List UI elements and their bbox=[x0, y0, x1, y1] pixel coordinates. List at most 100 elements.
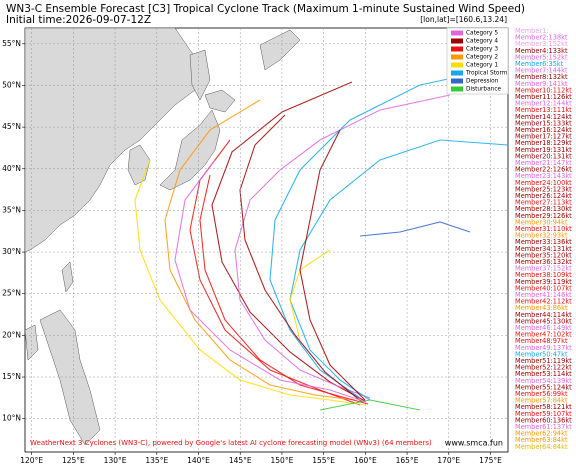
legend-swatch bbox=[451, 86, 463, 92]
member-label: Member19:131kt bbox=[515, 146, 572, 154]
member-label: Member32:93kt bbox=[515, 232, 568, 240]
x-tick-label: 160°E bbox=[354, 456, 377, 465]
member-label: Member22:126kt bbox=[515, 166, 572, 174]
y-tick-label: 30°N bbox=[2, 247, 21, 256]
member-label: Member53:114kt bbox=[515, 370, 572, 378]
member-label: Member37:152kt bbox=[515, 265, 572, 273]
member-label: Member12:144kt bbox=[515, 100, 572, 108]
track bbox=[134, 159, 366, 406]
member-label: Member16:124kt bbox=[515, 126, 572, 134]
member-label: Member31:110kt bbox=[515, 225, 572, 233]
y-tick-label: 20°N bbox=[2, 330, 21, 339]
member-label: Member61:137kt bbox=[515, 423, 572, 431]
credit: WeatherNext 3 Cyclones (WN3-C), powered … bbox=[30, 439, 432, 447]
member-label: Member54:139kt bbox=[515, 377, 572, 385]
member-label: Member11:126kt bbox=[515, 93, 572, 101]
member-label: Member51:119kt bbox=[515, 357, 572, 365]
member-label: Member58:121kt bbox=[515, 403, 572, 411]
legend-label: Category 2 bbox=[466, 55, 498, 61]
track bbox=[319, 399, 421, 411]
member-label: Member47:102kt bbox=[515, 331, 572, 339]
track bbox=[359, 221, 471, 237]
member-label: Member42:112kt bbox=[515, 298, 572, 306]
legend-swatch bbox=[451, 38, 463, 44]
x-tick-label: 145°E bbox=[229, 456, 252, 465]
legend-label: Tropical Storm bbox=[465, 71, 508, 77]
member-label: Member15:133kt bbox=[515, 119, 572, 127]
legend-swatch bbox=[451, 54, 463, 60]
y-tick-label: 10°N bbox=[2, 414, 21, 423]
x-tick-label: 150°E bbox=[271, 456, 294, 465]
member-label: Member60:136kt bbox=[515, 416, 572, 424]
member-label: Member33:136kt bbox=[515, 238, 572, 246]
track bbox=[299, 129, 366, 401]
member-label: Member55:124kt bbox=[515, 383, 572, 391]
x-tick-label: 125°E bbox=[62, 456, 85, 465]
member-label: Member56:99kt bbox=[515, 390, 568, 398]
member-label: Member30:94kt bbox=[515, 218, 568, 226]
member-label: Member40:107kt bbox=[515, 284, 572, 292]
member-label: Member24:100kt bbox=[515, 179, 572, 187]
member-label: Member62:94kt bbox=[515, 430, 568, 438]
title: WN3-C Ensemble Forecast [C3] Tropical Cy… bbox=[6, 3, 525, 15]
legend-label: Category 4 bbox=[466, 39, 498, 45]
member-label: Member7:144kt bbox=[515, 67, 568, 75]
member-label: Member28:130kt bbox=[515, 205, 572, 213]
tracks bbox=[134, 69, 509, 411]
member-label: Member29:126kt bbox=[515, 212, 572, 220]
member-label: Member8:132kt bbox=[515, 73, 568, 81]
site: www.smca.fun bbox=[445, 439, 503, 448]
track bbox=[239, 114, 363, 403]
legend-swatch bbox=[451, 62, 463, 68]
y-tick-label: 15°N bbox=[2, 372, 21, 381]
member-label: Member48:97kt bbox=[515, 337, 568, 345]
y-tick-label: 40°N bbox=[2, 164, 21, 173]
member-label: Member21:147kt bbox=[515, 159, 572, 167]
member-label: Member64:84kt bbox=[515, 443, 568, 451]
member-label: Member43:86kt bbox=[515, 304, 568, 312]
track bbox=[269, 69, 491, 399]
member-label: Member39:119kt bbox=[515, 278, 572, 286]
member-label: Member20:131kt bbox=[515, 152, 572, 160]
legend-label: Disturbance bbox=[466, 87, 502, 93]
x-tick-label: 140°E bbox=[187, 456, 210, 465]
member-label: Member25:123kt bbox=[515, 185, 572, 193]
track bbox=[164, 99, 356, 401]
member-label: Member6:35kt bbox=[515, 60, 564, 68]
position: [lon,lat]=[160.6,13.24] bbox=[420, 15, 507, 24]
member-label: Member36:132kt bbox=[515, 258, 572, 266]
member-label: Member44:114kt bbox=[515, 311, 572, 319]
member-label: Member9:141kt bbox=[515, 80, 568, 88]
x-tick-label: 175°E bbox=[479, 456, 502, 465]
track bbox=[211, 81, 366, 402]
x-tick-label: 135°E bbox=[145, 456, 168, 465]
y-tick-label: 45°N bbox=[2, 122, 21, 131]
member-label: Member14:124kt bbox=[515, 113, 572, 121]
member-label: Member27:113kt bbox=[515, 199, 572, 207]
member-label: Member59:107kt bbox=[515, 410, 572, 418]
y-tick-label: 50°N bbox=[2, 80, 21, 89]
member-label: Member17:127kt bbox=[515, 133, 572, 141]
legend-swatch bbox=[451, 30, 463, 36]
member-label: Member52:122kt bbox=[515, 364, 572, 372]
member-label: Member13:111kt bbox=[515, 106, 572, 114]
member-label: Member23:143kt bbox=[515, 172, 572, 180]
legend-label: Category 3 bbox=[466, 47, 498, 53]
y-tick-label: 55°N bbox=[2, 39, 21, 48]
legend-label: Category 5 bbox=[466, 31, 498, 37]
member-label: Member57:84kt bbox=[515, 397, 568, 405]
member-label: Member41:146kt bbox=[515, 291, 572, 299]
x-tick-label: 170°E bbox=[437, 456, 460, 465]
subtitle: Initial time:2026-09-07-12Z bbox=[6, 14, 151, 26]
member-label: Member50:47kt bbox=[515, 350, 568, 358]
x-tick-label: 165°E bbox=[396, 456, 419, 465]
member-label: Member18:129kt bbox=[515, 139, 572, 147]
x-tick-label: 130°E bbox=[104, 456, 127, 465]
member-label: Member4:133kt bbox=[515, 47, 568, 55]
member-label: Member10:112kt bbox=[515, 86, 572, 94]
track bbox=[289, 139, 509, 401]
y-tick-label: 35°N bbox=[2, 205, 21, 214]
member-label: Member5:152kt bbox=[515, 53, 568, 61]
x-tick-label: 120°E bbox=[20, 456, 43, 465]
